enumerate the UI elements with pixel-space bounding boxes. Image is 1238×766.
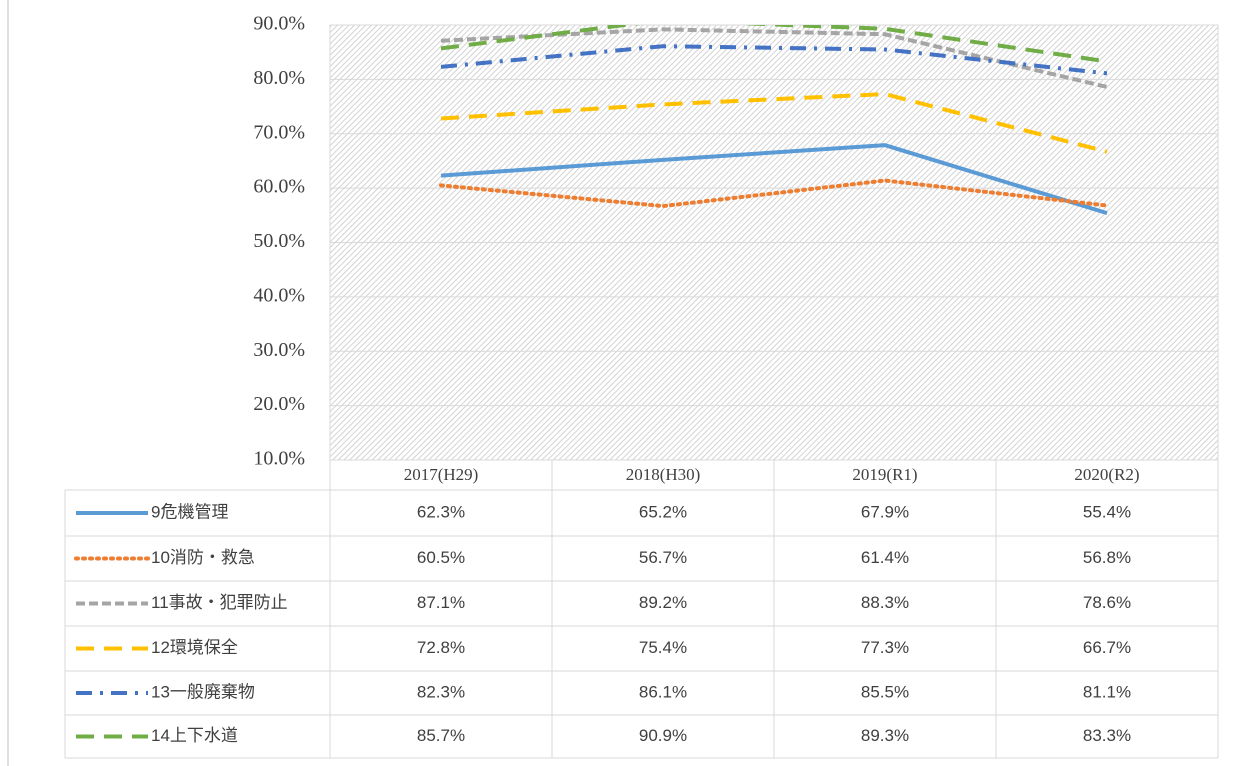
x-tick-label: 2018(H30): [626, 465, 701, 484]
y-tick-label: 90.0%: [253, 13, 305, 35]
table-value: 89.2%: [639, 593, 687, 612]
table-value: 65.2%: [639, 502, 687, 521]
y-tick-label: 60.0%: [253, 176, 305, 198]
x-tick-label: 2020(R2): [1074, 465, 1139, 484]
table-value: 56.8%: [1083, 548, 1131, 567]
table-value: 86.1%: [639, 682, 687, 701]
x-tick-label: 2017(H29): [404, 465, 479, 484]
legend-label: 10消防・救急: [151, 548, 255, 567]
table-value: 67.9%: [861, 502, 909, 521]
x-tick-label: 2019(R1): [852, 465, 917, 484]
table-value: 72.8%: [417, 638, 465, 657]
table-value: 66.7%: [1083, 638, 1131, 657]
table-value: 61.4%: [861, 548, 909, 567]
table-value: 55.4%: [1083, 502, 1131, 521]
y-tick-label: 80.0%: [253, 67, 305, 89]
table-value: 88.3%: [861, 593, 909, 612]
legend-label: 11事故・犯罪防止: [151, 593, 288, 612]
table-value: 77.3%: [861, 638, 909, 657]
y-tick-label: 10.0%: [253, 448, 305, 470]
series-line: [440, 44, 1108, 76]
table-value: 85.5%: [861, 682, 909, 701]
table-value: 75.4%: [639, 638, 687, 657]
legend-label: 9危機管理: [151, 502, 228, 521]
y-tick-label: 40.0%: [253, 284, 305, 306]
table-value: 62.3%: [417, 502, 465, 521]
series-line: [439, 178, 1109, 209]
table-value: 82.3%: [417, 682, 465, 701]
table-value: 83.3%: [1083, 726, 1131, 745]
table-value: 85.7%: [417, 726, 465, 745]
y-tick-label: 20.0%: [253, 393, 305, 415]
y-tick-label: 30.0%: [253, 339, 305, 361]
legend-label: 12環境保全: [151, 638, 238, 657]
legend-label: 14上下水道: [151, 726, 238, 745]
table-value: 87.1%: [417, 593, 465, 612]
table-value: 56.7%: [639, 548, 687, 567]
series-line: [440, 143, 1108, 216]
series-line: [440, 27, 1108, 89]
table-value: 81.1%: [1083, 682, 1131, 701]
y-tick-label: 50.0%: [253, 230, 305, 252]
table-value: 90.9%: [639, 726, 687, 745]
y-tick-label: 70.0%: [253, 121, 305, 143]
table-value: 89.3%: [861, 726, 909, 745]
table-value: 60.5%: [417, 548, 465, 567]
legend-label: 13一般廃棄物: [151, 682, 255, 701]
table-value: 78.6%: [1083, 593, 1131, 612]
